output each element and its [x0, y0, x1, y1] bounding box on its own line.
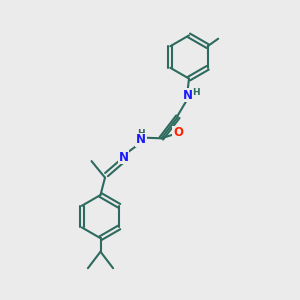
- Text: N: N: [118, 151, 129, 164]
- Text: H: H: [137, 129, 145, 138]
- Text: N: N: [182, 88, 193, 102]
- Text: O: O: [173, 126, 183, 140]
- Text: N: N: [136, 133, 146, 146]
- Text: H: H: [192, 88, 200, 97]
